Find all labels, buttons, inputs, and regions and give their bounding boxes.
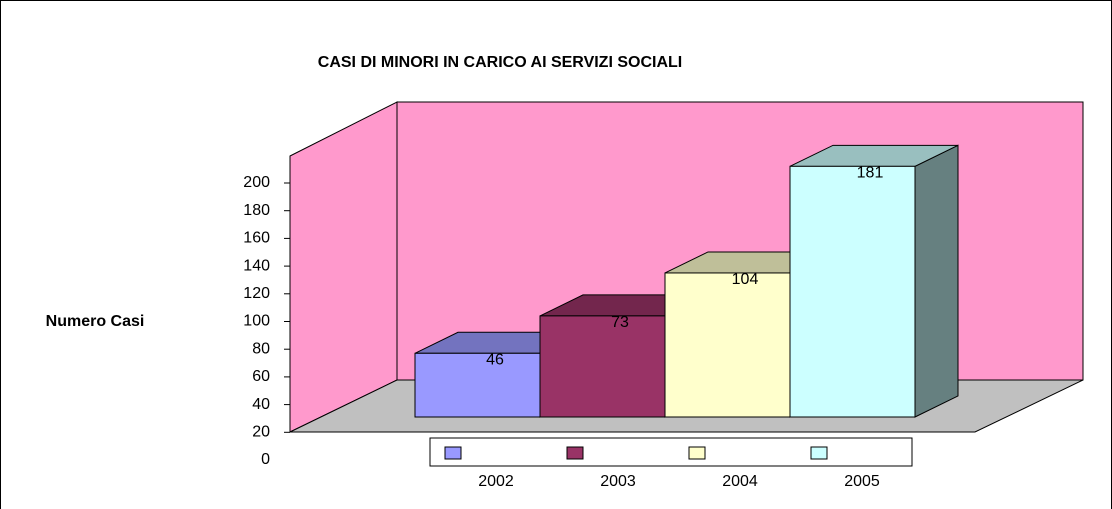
y-tick-label: 60	[252, 368, 270, 385]
bar-side	[914, 144, 959, 418]
bar	[539, 315, 666, 418]
y-tick-label: 140	[243, 257, 270, 274]
y-tick-label: 20	[252, 424, 270, 441]
bar	[414, 352, 541, 418]
legend-swatch	[688, 446, 706, 460]
legend-swatch	[810, 446, 828, 460]
legend-swatch	[566, 446, 584, 460]
y-tick-label: 100	[243, 313, 270, 330]
x-tick-label: 2004	[722, 473, 758, 490]
y-axis-label: Numero Casi	[46, 313, 145, 330]
y-tick-label: 160	[243, 230, 270, 247]
chart-title: CASI DI MINORI IN CARICO AI SERVIZI SOCI…	[318, 54, 682, 71]
bar	[664, 272, 791, 418]
data-label: 181	[857, 165, 884, 182]
legend-swatch	[444, 446, 462, 460]
y-tick-label: 120	[243, 285, 270, 302]
y-tick-label: 200	[243, 174, 270, 191]
data-label: 46	[486, 352, 504, 369]
y-tick-label: 180	[243, 202, 270, 219]
bar	[789, 165, 916, 418]
left-wall	[289, 101, 398, 433]
data-label: 104	[732, 271, 759, 288]
legend	[429, 437, 913, 467]
y-tick-label: 80	[252, 340, 270, 357]
x-tick-label: 2002	[478, 473, 514, 490]
data-label: 73	[611, 314, 629, 331]
x-tick-label: 2005	[844, 473, 880, 490]
x-tick-label: 2003	[600, 473, 636, 490]
y-tick-label: 0	[261, 451, 270, 468]
y-tick-label: 40	[252, 396, 270, 413]
